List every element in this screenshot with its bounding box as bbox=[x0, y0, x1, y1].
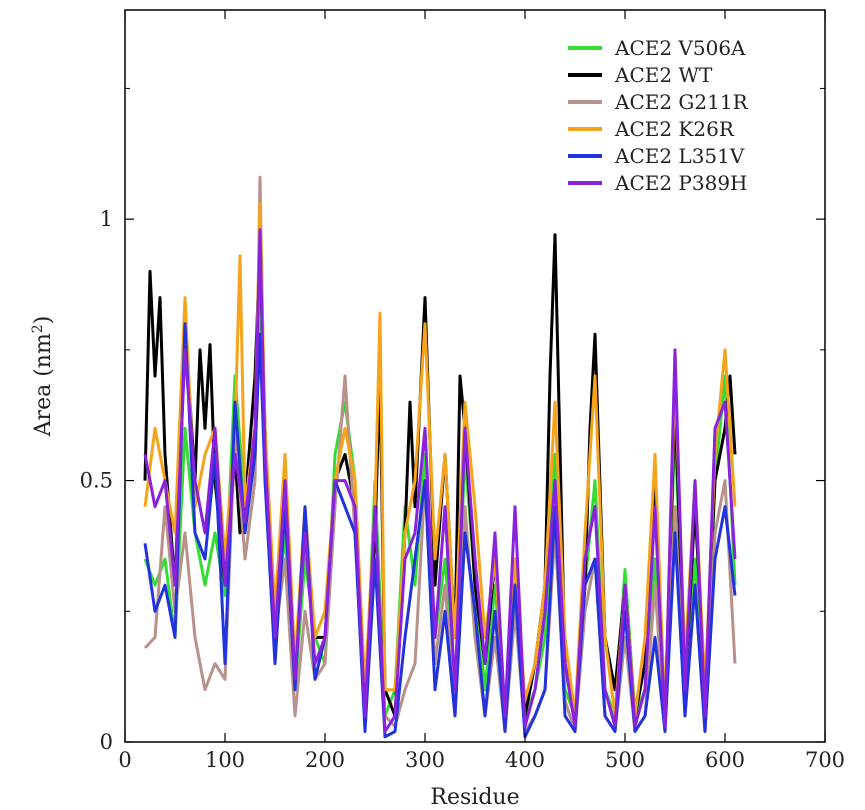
legend-label-3: ACE2 G211R bbox=[614, 90, 749, 114]
legend-label-2: ACE2 WT bbox=[614, 63, 713, 87]
y-axis-label-superscript: 2 bbox=[30, 324, 46, 333]
x-tick-label: 500 bbox=[605, 748, 645, 772]
x-tick-label: 300 bbox=[405, 748, 445, 772]
legend-label-4: ACE2 K26R bbox=[614, 117, 735, 141]
x-tick-label: 400 bbox=[505, 748, 545, 772]
y-axis-label: Area (nm2) bbox=[30, 316, 56, 438]
x-tick-label: 200 bbox=[305, 748, 345, 772]
y-tick-label: 0.5 bbox=[80, 469, 113, 493]
series-layer bbox=[143, 175, 737, 739]
y-axis-label-close: ) bbox=[31, 316, 56, 325]
legend-label-6: ACE2 P389H bbox=[614, 171, 748, 195]
legend-label-5: ACE2 L351V bbox=[614, 144, 745, 168]
y-axis-label-main: Area (nm bbox=[31, 333, 56, 437]
x-tick-label: 100 bbox=[205, 748, 245, 772]
legend: ACE2 V506A ACE2 WT ACE2 G211R ACE2 K26R ACE2… bbox=[568, 36, 749, 195]
x-axis-label: Residue bbox=[430, 785, 519, 810]
y-tick-label: 1 bbox=[100, 207, 113, 231]
x-tick-label: 700 bbox=[805, 748, 845, 772]
legend-label-1: ACE2 V506A bbox=[614, 36, 746, 60]
series-line-6 bbox=[143, 228, 737, 733]
y-tick-label: 0 bbox=[100, 730, 113, 754]
x-tick-label: 0 bbox=[118, 748, 131, 772]
x-tick-label: 600 bbox=[705, 748, 745, 772]
axis-layer: 0 100 200 300 400 500 600 700 0 0.5 1 bbox=[80, 10, 845, 772]
series-line-5 bbox=[143, 322, 737, 739]
